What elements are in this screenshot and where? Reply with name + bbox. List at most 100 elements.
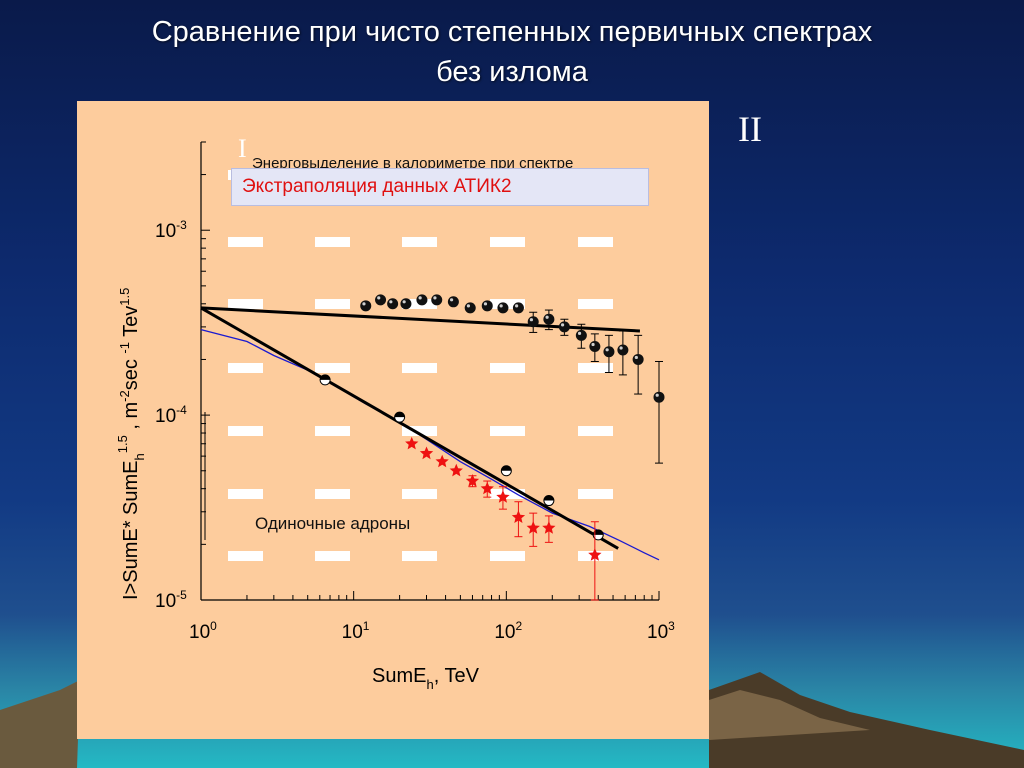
- dash: [315, 551, 350, 561]
- roman-numeral-one: I: [238, 134, 247, 163]
- fit-line-steep: [200, 306, 619, 550]
- dash: [402, 551, 437, 561]
- data-point-ball-highlight: [545, 315, 549, 319]
- data-point-ball: [617, 344, 629, 356]
- dash: [228, 489, 263, 499]
- dash: [315, 237, 350, 247]
- data-point-star: [405, 436, 419, 450]
- data-point-ball: [431, 294, 443, 306]
- dash: [228, 299, 263, 309]
- data-point-star: [465, 474, 480, 487]
- data-point-ball: [512, 302, 524, 314]
- data-point-star: [449, 463, 463, 477]
- data-point-ball: [360, 300, 372, 312]
- x-tick-label: 102: [494, 619, 522, 643]
- dash: [315, 299, 350, 309]
- data-point-ball: [575, 329, 587, 341]
- y-tick-label: 10-4: [155, 403, 187, 427]
- dash: [228, 551, 263, 561]
- x-tick-label: 101: [342, 619, 370, 643]
- blue-model-curve: [200, 328, 660, 561]
- x-tick-label: 100: [189, 619, 217, 643]
- data-point-ball: [464, 302, 476, 314]
- dash: [315, 426, 350, 436]
- data-point-halfball-top: [394, 412, 405, 418]
- data-point-ball-highlight: [483, 302, 488, 306]
- single-hadrons-label: Одиночные адроны: [255, 514, 410, 533]
- data-point-ball-highlight: [362, 302, 366, 306]
- dash: [578, 363, 613, 373]
- data-point-ball-highlight: [515, 304, 519, 308]
- data-point-ball: [481, 300, 493, 312]
- dash: [402, 363, 437, 373]
- chart-labels: 100 101 102 103 10-5 10-4 10-3 SumEh, TeV I>SumE…: [115, 218, 675, 692]
- slide-title-line2: без излома: [436, 56, 588, 88]
- data-point-ball-highlight: [418, 296, 422, 300]
- data-point-ball: [558, 321, 570, 333]
- dash: [578, 237, 613, 247]
- data-point-ball: [400, 298, 412, 310]
- data-point-ball: [603, 346, 615, 358]
- data-point-halfball-top: [320, 374, 331, 380]
- data-point-halfball-top: [543, 495, 554, 501]
- data-point-ball: [543, 313, 555, 325]
- data-point-star: [480, 481, 494, 495]
- x-axis-label: SumEh, TeV: [372, 665, 480, 692]
- slide-title-line1: Сравнение при чисто степенных первичных …: [151, 16, 873, 48]
- dash: [490, 489, 525, 499]
- data-point-star: [542, 521, 556, 534]
- data-point-ball: [447, 296, 459, 308]
- data-point-ball: [589, 341, 601, 353]
- dash: [402, 489, 437, 499]
- y-axis-label: I>SumE* SumEh1.5 , m-2sec -1 Tev1.5: [115, 288, 147, 600]
- chart-ticks: [200, 141, 660, 601]
- mountain-right: [709, 672, 1024, 768]
- data-point-ball-highlight: [634, 355, 638, 360]
- partial-caption: Энерговыделение в калориметре при спектр…: [252, 155, 574, 169]
- data-point-star: [435, 454, 449, 468]
- data-point-ball-highlight: [377, 296, 381, 300]
- data-point-ball: [497, 302, 509, 314]
- dash: [402, 426, 437, 436]
- data-point-ball-highlight: [605, 348, 609, 352]
- data-point-star: [588, 548, 602, 561]
- data-point-ball-highlight: [499, 304, 503, 308]
- data-point-halfball-top: [593, 529, 604, 535]
- dash: [490, 237, 525, 247]
- data-point-ball-highlight: [619, 346, 623, 350]
- chart-axes: [200, 142, 659, 601]
- dash: [490, 363, 525, 373]
- roman-numeral-two: II: [738, 109, 762, 149]
- data-point-ball-highlight: [389, 300, 393, 304]
- dash-pattern: [228, 170, 613, 561]
- dash: [490, 299, 525, 309]
- dash: [228, 426, 263, 436]
- data-point-ball-highlight: [402, 300, 406, 304]
- dash: [578, 426, 613, 436]
- dash: [402, 237, 437, 247]
- data-point-ball: [527, 316, 539, 328]
- data-point-ball-highlight: [560, 323, 565, 327]
- data-point-ball: [632, 353, 644, 365]
- y-tick-label: 10-3: [155, 218, 187, 242]
- fit-line-flat: [200, 306, 641, 333]
- dash: [578, 489, 613, 499]
- dash: [228, 237, 263, 247]
- x-tick-label: 103: [647, 619, 675, 643]
- mountain-right-light: [709, 690, 870, 740]
- data-point-star: [511, 510, 526, 523]
- data-point-ball-highlight: [529, 318, 534, 322]
- dash: [315, 363, 350, 373]
- y-tick-label: 10-5: [155, 588, 187, 612]
- data-point-ball-highlight: [433, 296, 437, 300]
- data-point-ball: [387, 298, 399, 310]
- dash: [490, 426, 525, 436]
- chart-marks: [319, 294, 665, 601]
- dash: [490, 551, 525, 561]
- data-point-ball-highlight: [591, 342, 595, 347]
- data-point-ball: [375, 294, 387, 306]
- data-point-halfball-top: [501, 465, 512, 471]
- data-point-ball-highlight: [466, 304, 471, 308]
